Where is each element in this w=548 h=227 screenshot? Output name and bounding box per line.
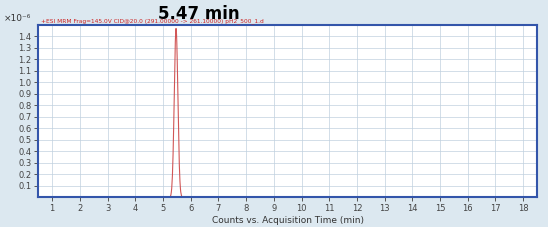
Text: ×10⁻⁶: ×10⁻⁶ — [3, 14, 31, 23]
X-axis label: Counts vs. Acquisition Time (min): Counts vs. Acquisition Time (min) — [212, 216, 364, 225]
Text: 5.47 min: 5.47 min — [158, 5, 239, 23]
Text: +ESI MRM Frag=145.0V CID@20.0 (291.00000 -> 261.10000) pH2_500_1.d: +ESI MRM Frag=145.0V CID@20.0 (291.00000… — [41, 18, 264, 24]
